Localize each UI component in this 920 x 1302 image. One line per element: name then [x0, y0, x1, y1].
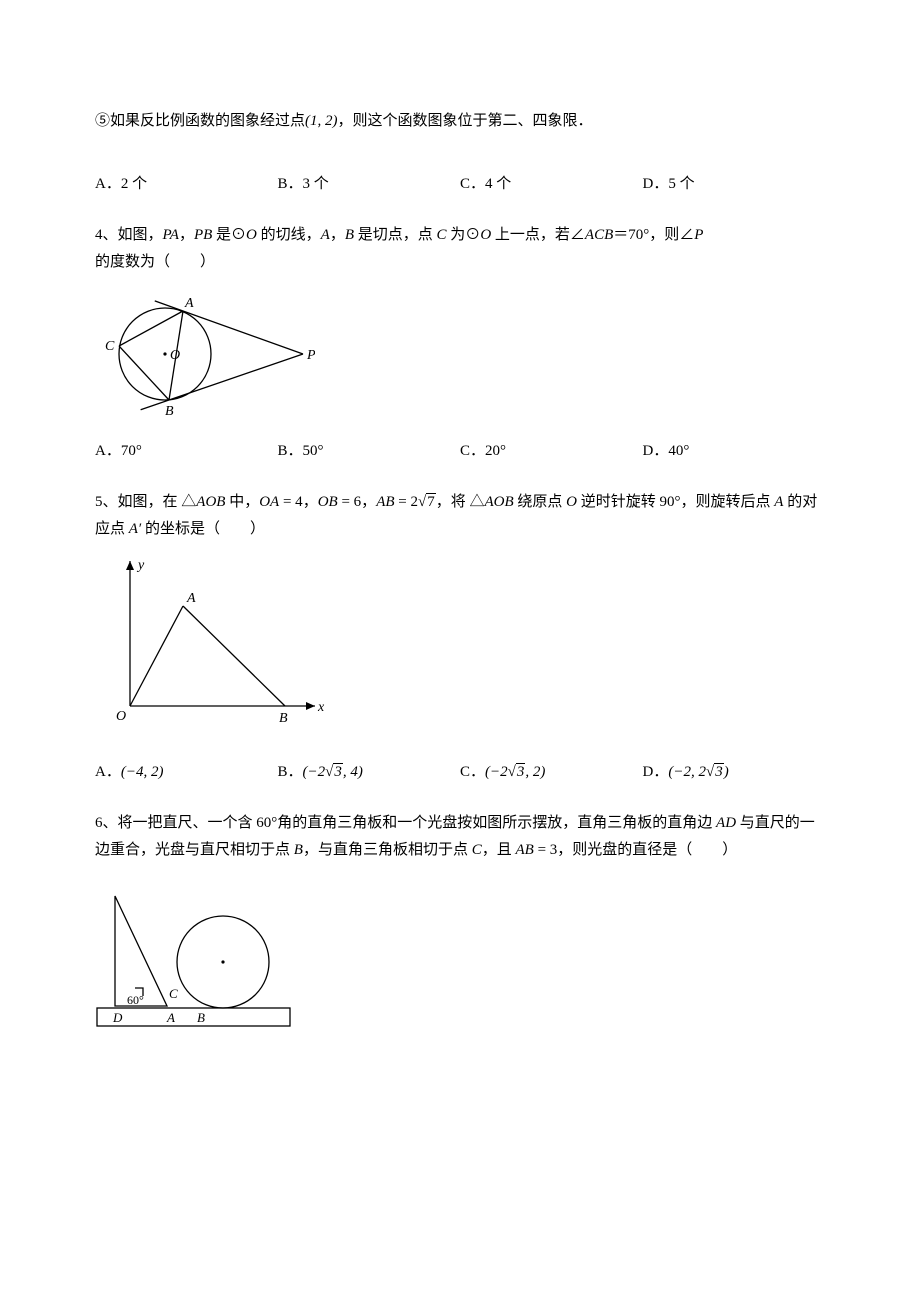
- svg-text:C: C: [105, 339, 115, 354]
- q4-opt-d: D．40°: [643, 438, 826, 465]
- preamble-statement: ⑤如果反比例函数的图象经过点(1, 2)，则这个函数图象位于第二、四象限．: [95, 108, 825, 135]
- q3-opt-a: A．2 个: [95, 171, 278, 198]
- q3-opt-c: C．4 个: [460, 171, 643, 198]
- q4-svg: A B C P O: [95, 284, 315, 424]
- svg-text:B: B: [279, 711, 288, 726]
- pre-text2: ，则这个函数图象位于第二、四象限．: [338, 113, 593, 129]
- q4-options: A．70° B．50° C．20° D．40°: [95, 438, 825, 465]
- sqrt-icon: √3: [508, 759, 526, 786]
- svg-text:C: C: [169, 986, 178, 1001]
- q5-svg: O A Bx y: [95, 551, 325, 731]
- pre-point: (1, 2): [305, 113, 338, 129]
- q5-opt-a: A．(−4, 2): [95, 759, 278, 786]
- svg-text:B: B: [165, 404, 174, 419]
- svg-text:O: O: [170, 348, 180, 363]
- svg-text:A: A: [166, 1010, 175, 1025]
- q4-figure: A B C P O: [95, 284, 825, 424]
- svg-text:O: O: [116, 709, 126, 724]
- svg-text:A: A: [184, 296, 194, 311]
- q4-num: 4、: [95, 227, 118, 243]
- q6-svg: 60° D A B C: [95, 886, 295, 1036]
- q5-options: A．(−4, 2) B．(−2√3, 4) C．(−2√3, 2) D．(−2,…: [95, 759, 825, 786]
- circled-num: ⑤: [95, 113, 110, 129]
- svg-text:D: D: [112, 1010, 123, 1025]
- q4-opt-a: A．70°: [95, 438, 278, 465]
- svg-text:P: P: [306, 348, 315, 363]
- pre-text: 如果反比例函数的图象经过点: [110, 113, 305, 129]
- q6-num: 6、: [95, 815, 118, 831]
- q3-opt-b: B．3 个: [278, 171, 461, 198]
- sqrt-icon: √7: [418, 489, 436, 516]
- q5-opt-b: B．(−2√3, 4): [278, 759, 461, 786]
- svg-text:B: B: [197, 1010, 205, 1025]
- sqrt-icon: √3: [706, 759, 724, 786]
- q5-figure: O A Bx y: [95, 551, 825, 731]
- svg-text:A: A: [186, 591, 196, 606]
- q3-opt-d: D．5 个: [643, 171, 826, 198]
- q4-opt-c: C．20°: [460, 438, 643, 465]
- sqrt-icon: √3: [325, 759, 343, 786]
- q6-figure: 60° D A B C: [95, 886, 825, 1036]
- q5-text: 5、如图，在 △AOB 中，OA = 4，OB = 6，AB = 2√7，将 △…: [95, 489, 825, 543]
- svg-text:60°: 60°: [127, 993, 144, 1007]
- q4-text: 4、如图，PA，PB 是⊙O 的切线，A，B 是切点，点 C 为⊙O 上一点，若…: [95, 222, 825, 276]
- q6-text: 6、将一把直尺、一个含 60°角的直角三角板和一个光盘按如图所示摆放，直角三角板…: [95, 810, 825, 864]
- q4-opt-b: B．50°: [278, 438, 461, 465]
- svg-text:x: x: [317, 700, 325, 715]
- q5-opt-d: D．(−2, 2√3): [643, 759, 826, 786]
- q5-opt-c: C．(−2√3, 2): [460, 759, 643, 786]
- svg-text:y: y: [136, 558, 145, 573]
- q5-num: 5、: [95, 494, 118, 510]
- q3-options: A．2 个 B．3 个 C．4 个 D．5 个: [95, 171, 825, 198]
